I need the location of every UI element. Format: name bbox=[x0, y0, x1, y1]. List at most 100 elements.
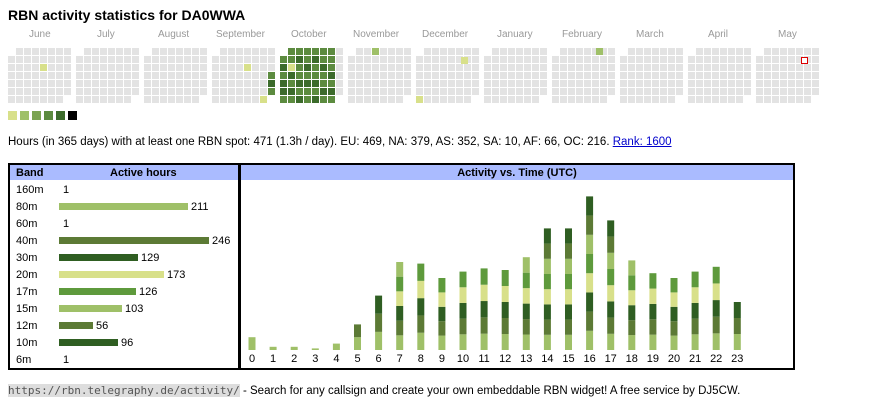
heatmap-day bbox=[328, 96, 335, 103]
heatmap-day bbox=[472, 56, 479, 63]
heatmap-day bbox=[184, 96, 191, 103]
heatmap-day bbox=[108, 56, 115, 63]
time-bar-segment bbox=[543, 289, 551, 305]
heatmap-day bbox=[484, 72, 491, 79]
heatmap-day bbox=[756, 80, 763, 87]
heatmap-day bbox=[592, 72, 599, 79]
heatmap-day bbox=[260, 88, 267, 95]
heatmap-day bbox=[356, 96, 363, 103]
heatmap-day bbox=[600, 96, 607, 103]
heatmap-day bbox=[524, 88, 531, 95]
heatmap-day bbox=[24, 72, 31, 79]
heatmap-day bbox=[336, 48, 343, 55]
band-name: 6m bbox=[16, 354, 32, 366]
heatmap-day bbox=[788, 56, 795, 63]
rank-link[interactable]: Rank: 1600 bbox=[612, 136, 672, 148]
heatmap-day bbox=[788, 48, 795, 55]
heatmap-day bbox=[788, 64, 795, 71]
heatmap-day bbox=[76, 80, 83, 87]
band-row: 10m 96 bbox=[10, 335, 238, 352]
heatmap-day bbox=[228, 88, 235, 95]
heatmap-day bbox=[364, 88, 371, 95]
heatmap-day bbox=[380, 48, 387, 55]
heatmap-day bbox=[108, 72, 115, 79]
heatmap-day bbox=[260, 56, 267, 63]
heatmap-day bbox=[756, 64, 763, 71]
time-bar-segment bbox=[670, 306, 678, 322]
heatmap-day bbox=[200, 48, 207, 55]
heatmap-day bbox=[336, 80, 343, 87]
month-label-june: June bbox=[29, 29, 51, 40]
time-bar-segment bbox=[691, 302, 699, 319]
heatmap-day bbox=[720, 56, 727, 63]
heatmap-day bbox=[788, 72, 795, 79]
heatmap-day bbox=[744, 64, 751, 71]
heatmap-day bbox=[576, 88, 583, 95]
heatmap-day bbox=[124, 88, 131, 95]
heatmap-day bbox=[736, 96, 743, 103]
hour-tick-label: 22 bbox=[710, 353, 722, 365]
heatmap-day bbox=[560, 72, 567, 79]
heatmap-day bbox=[720, 96, 727, 103]
heatmap-day bbox=[652, 88, 659, 95]
heatmap-day bbox=[516, 96, 523, 103]
heatmap-day bbox=[584, 80, 591, 87]
heatmap-day bbox=[320, 80, 327, 87]
time-bar-segment bbox=[712, 333, 720, 350]
band-hours: 129 bbox=[141, 252, 160, 264]
heatmap-day bbox=[356, 80, 363, 87]
heatmap-day bbox=[456, 80, 463, 87]
month-labels: June July August September October November De… bbox=[0, 29, 870, 43]
heatmap-day bbox=[8, 72, 15, 79]
heatmap-day bbox=[652, 56, 659, 63]
heatmap-day bbox=[448, 48, 455, 55]
heatmap-day bbox=[448, 88, 455, 95]
band-bar bbox=[59, 254, 138, 261]
heatmap-day bbox=[168, 48, 175, 55]
heatmap-day bbox=[320, 48, 327, 55]
band-name: 80m bbox=[16, 201, 38, 213]
heatmap-day bbox=[212, 64, 219, 71]
heatmap-day bbox=[380, 56, 387, 63]
heatmap-day bbox=[620, 96, 627, 103]
heatmap-day bbox=[212, 88, 219, 95]
heatmap-day bbox=[32, 80, 39, 87]
heatmap-day bbox=[260, 80, 267, 87]
heatmap-day bbox=[424, 48, 431, 55]
heatmap-day bbox=[64, 88, 71, 95]
time-bar-segment bbox=[459, 334, 467, 350]
heatmap-day bbox=[312, 88, 319, 95]
time-bar-segment bbox=[691, 318, 699, 335]
heatmap-day bbox=[764, 64, 771, 71]
time-bar-segment bbox=[375, 313, 383, 332]
heatmap-day bbox=[484, 88, 491, 95]
heatmap-day bbox=[568, 56, 575, 63]
heatmap-day bbox=[64, 64, 71, 71]
heatmap-day bbox=[516, 88, 523, 95]
heatmap-day bbox=[756, 72, 763, 79]
heatmap-day bbox=[92, 72, 99, 79]
heatmap-day bbox=[100, 64, 107, 71]
time-bar-segment bbox=[628, 305, 636, 321]
heatmap-day bbox=[804, 48, 811, 55]
heatmap-day bbox=[288, 80, 295, 87]
heatmap-day bbox=[552, 72, 559, 79]
footer-url[interactable]: https://rbn.telegraphy.de/activity/ bbox=[8, 384, 240, 397]
heatmap-day bbox=[636, 48, 643, 55]
heatmap-day bbox=[220, 80, 227, 87]
heatmap-day bbox=[236, 80, 243, 87]
month-label-march: March bbox=[636, 29, 664, 40]
time-bar-segment bbox=[607, 252, 615, 269]
time-bar-segment bbox=[628, 290, 636, 306]
heatmap-day bbox=[372, 96, 379, 103]
heatmap-day bbox=[48, 80, 55, 87]
heatmap-day bbox=[552, 80, 559, 87]
time-bar-segment bbox=[607, 285, 615, 302]
heatmap-day bbox=[296, 64, 303, 71]
heatmap-day bbox=[100, 48, 107, 55]
heatmap-day bbox=[132, 80, 139, 87]
heatmap-day bbox=[568, 72, 575, 79]
heatmap-day bbox=[252, 88, 259, 95]
heatmap-day bbox=[668, 56, 675, 63]
heatmap-day bbox=[64, 56, 71, 63]
